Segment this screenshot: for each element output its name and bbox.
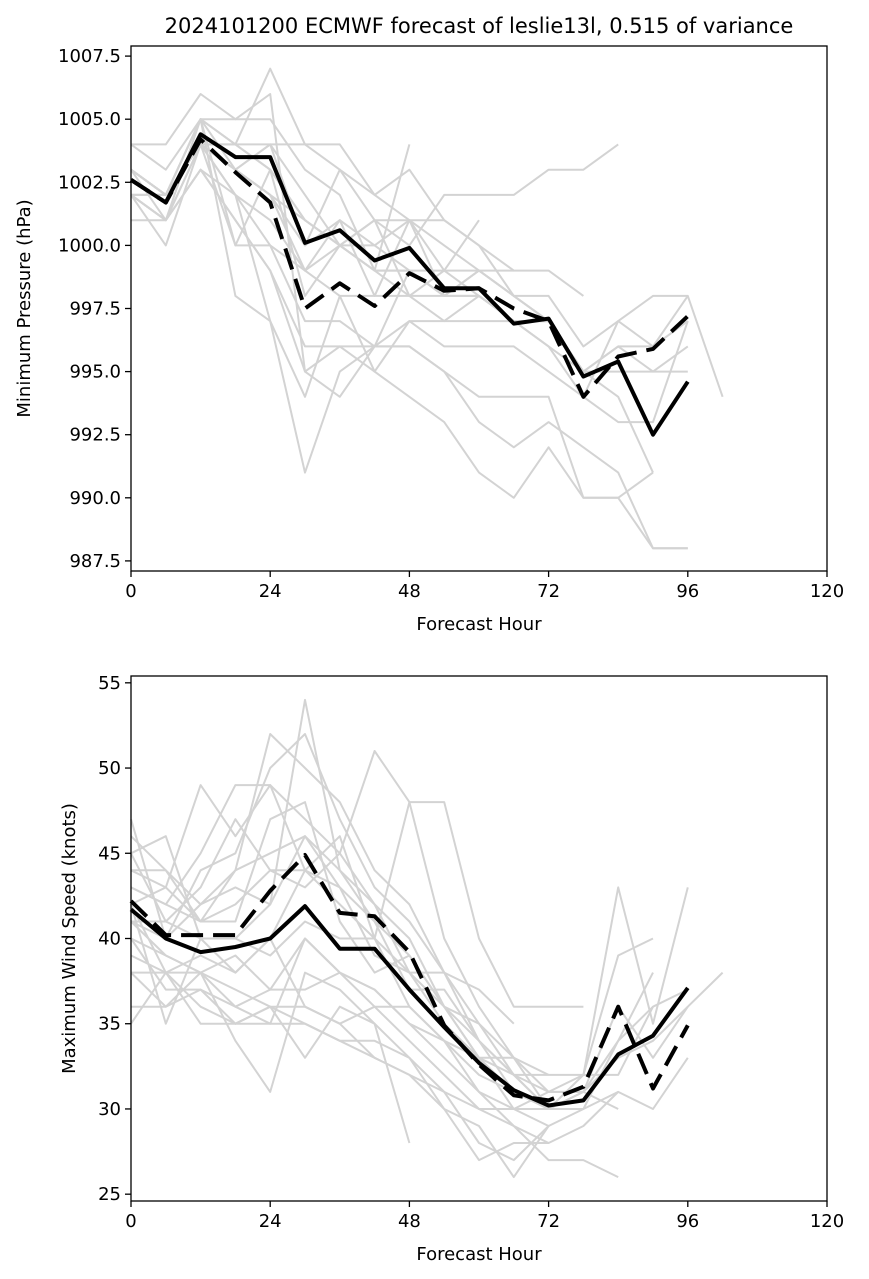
wind-x-tick-label: 96 (676, 1211, 699, 1232)
pressure-ensemble-line (130, 67, 585, 373)
pressure-y-ticks: 987.5 990.0 992.5 995.0 997.5 1000.0 1002.5 100… (58, 46, 131, 572)
pressure-y-tick-label: 1002.5 (58, 172, 121, 193)
wind-ensemble-line (130, 733, 689, 1110)
wind-x-axis-label: Forecast Hour (416, 1244, 542, 1265)
pressure-ensemble-line (130, 143, 688, 550)
pressure-y-tick-label: 995.0 (69, 362, 121, 383)
wind-x-ticks: 0 24 48 72 96 120 (125, 1201, 844, 1232)
pressure-y-tick-label: 987.5 (69, 551, 121, 572)
wind-solid-line (129, 904, 690, 1108)
pressure-x-tick-label: 72 (537, 581, 560, 602)
pressure-chart-title: 2024101200 ECMWF forecast of leslie13l, … (165, 14, 794, 38)
pressure-ensemble-members (130, 67, 724, 550)
wind-ensemble-members (130, 698, 724, 1179)
pressure-ensemble-line (131, 143, 689, 373)
wind-ensemble-line (130, 801, 619, 1110)
pressure-y-tick-label: 1000.0 (58, 235, 121, 256)
wind-y-axis-label: Maximum Wind Speed (knots) (59, 803, 80, 1074)
wind-highlight-series (129, 853, 690, 1108)
pressure-y-axis-label: Minimum Pressure (hPa) (14, 199, 35, 417)
pressure-y-tick-label: 1005.0 (58, 109, 121, 130)
wind-ensemble-line (130, 835, 515, 1025)
wind-dashed-line (129, 853, 690, 1103)
pressure-highlight-series (129, 132, 690, 437)
wind-y-tick-label: 40 (98, 929, 121, 950)
pressure-ensemble-line (130, 143, 688, 373)
pressure-x-tick-label: 0 (125, 581, 136, 602)
wind-y-tick-label: 55 (98, 673, 121, 694)
wind-ensemble-line (131, 971, 549, 1162)
wind-x-tick-label: 0 (125, 1211, 136, 1232)
wind-ensemble-line (130, 784, 584, 1008)
wind-y-tick-label: 25 (98, 1184, 121, 1205)
wind-plot-frame (130, 675, 828, 1202)
pressure-dashed-line (129, 137, 690, 399)
wind-y-tick-label: 35 (98, 1014, 121, 1035)
pressure-x-tick-label: 120 (810, 581, 844, 602)
pressure-ensemble-line (130, 143, 584, 297)
wind-y-tick-label: 50 (98, 758, 121, 779)
pressure-x-tick-label: 24 (259, 581, 282, 602)
wind-x-tick-label: 120 (810, 1211, 844, 1232)
wind-panel: 0 24 48 72 96 120 25 30 35 40 45 50 55 Forecast Hou… (59, 673, 844, 1265)
wind-y-tick-label: 30 (98, 1099, 121, 1120)
wind-ensemble-line (130, 971, 411, 1144)
wind-y-tick-label: 45 (98, 843, 121, 864)
wind-ensemble-line (130, 869, 619, 1127)
pressure-x-ticks: 0 24 48 72 96 120 (125, 571, 844, 602)
wind-ensemble-line (131, 869, 584, 1110)
wind-x-tick-label: 48 (398, 1211, 421, 1232)
pressure-y-tick-label: 1007.5 (58, 46, 121, 67)
pressure-y-tick-label: 990.0 (69, 488, 121, 509)
pressure-x-axis-label: Forecast Hour (416, 614, 542, 635)
pressure-solid-line (129, 132, 690, 437)
wind-ensemble-line (130, 920, 654, 1076)
wind-x-tick-label: 72 (537, 1211, 560, 1232)
pressure-panel: 2024101200 ECMWF forecast of leslie13l, … (14, 14, 844, 635)
wind-x-tick-label: 24 (259, 1211, 282, 1232)
wind-ensemble-line (130, 750, 724, 1093)
pressure-ensemble-line (130, 118, 550, 322)
pressure-y-tick-label: 997.5 (69, 299, 121, 320)
pressure-plot-frame (130, 45, 828, 572)
pressure-y-tick-label: 992.5 (69, 425, 121, 446)
wind-y-ticks: 25 30 35 40 45 50 55 (98, 673, 131, 1205)
pressure-x-tick-label: 48 (398, 581, 421, 602)
pressure-x-tick-label: 96 (676, 581, 699, 602)
pressure-ensemble-line (131, 168, 688, 550)
